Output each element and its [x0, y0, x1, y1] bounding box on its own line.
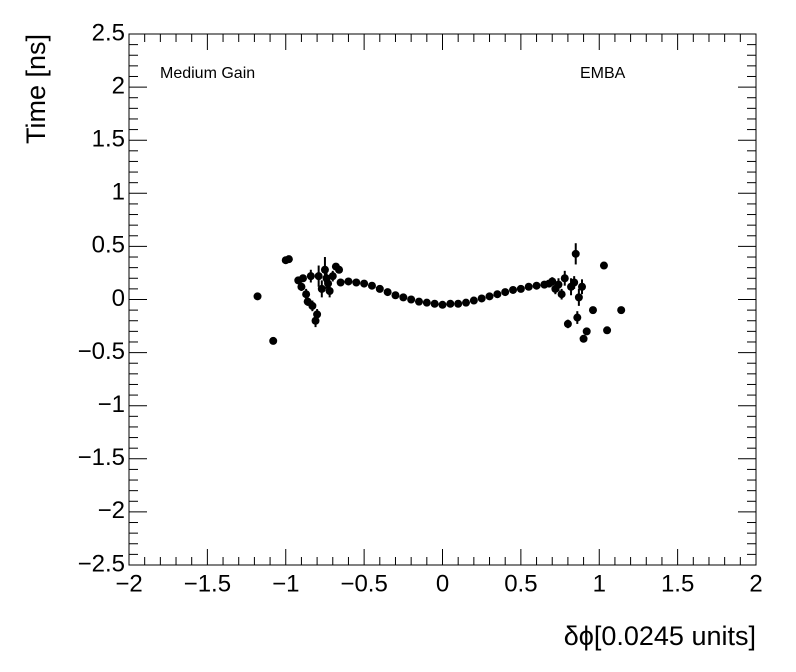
data-point: [560, 274, 569, 283]
data-point: [570, 278, 579, 287]
y-tick-label: −0.5: [78, 338, 125, 365]
data-point: [352, 278, 361, 287]
y-tick-label: −1: [98, 391, 125, 418]
data-point: [317, 284, 326, 293]
data-point: [485, 292, 494, 301]
data-point: [532, 281, 541, 290]
x-tick-label: 0: [436, 570, 449, 597]
data-point: [557, 290, 566, 299]
data-point: [454, 299, 463, 308]
data-point: [360, 279, 369, 288]
y-tick-label: −1.5: [78, 444, 125, 471]
data-point: [407, 295, 416, 304]
data-point: [284, 255, 293, 264]
data-point: [422, 298, 431, 307]
data-point: [375, 284, 384, 293]
x-tick-label: −0.5: [340, 570, 387, 597]
x-tick-label: −1.5: [184, 570, 231, 597]
data-point: [302, 290, 311, 299]
y-tick-label: 2: [112, 72, 125, 99]
data-point: [306, 272, 315, 281]
data-point: [324, 279, 333, 288]
y-tick-label: 0.5: [92, 232, 125, 259]
x-axis-title: δϕ[0.0245 units]: [564, 621, 756, 651]
data-point: [438, 300, 447, 309]
data-point: [462, 298, 471, 307]
data-point: [617, 306, 626, 315]
data-point: [336, 278, 345, 287]
y-tick-label: 0: [112, 285, 125, 312]
data-point: [599, 261, 608, 270]
annotation: Medium Gain: [160, 65, 255, 82]
y-tick-label: −2: [98, 497, 125, 524]
data-point: [554, 280, 563, 289]
data-point: [344, 277, 353, 286]
data-point: [516, 284, 525, 293]
y-tick-label: 1.5: [92, 126, 125, 153]
data-point: [524, 282, 533, 291]
data-point: [399, 293, 408, 302]
data-point: [313, 310, 322, 319]
data-point: [446, 299, 455, 308]
x-tick-label: 0.5: [504, 570, 537, 597]
data-point: [603, 326, 612, 335]
x-tick-label: 1: [593, 570, 606, 597]
x-tick-label: −1: [272, 570, 299, 597]
data-point: [297, 282, 306, 291]
data-point: [571, 249, 580, 258]
data-point: [548, 277, 557, 286]
y-tick-label: −2.5: [78, 550, 125, 577]
data-point: [298, 274, 307, 283]
y-tick-label: 2.5: [92, 19, 125, 46]
data-point: [335, 265, 344, 274]
data-point: [582, 327, 591, 336]
data-point: [563, 319, 572, 328]
data-point: [308, 301, 317, 310]
data-point: [430, 299, 439, 308]
data-point: [578, 282, 587, 291]
data-point: [391, 291, 400, 300]
data-point: [573, 313, 582, 322]
data-point: [477, 294, 486, 303]
y-tick-label: 1: [112, 179, 125, 206]
x-tick-label: −2: [115, 570, 142, 597]
x-tick-label: 2: [749, 570, 762, 597]
annotation: EMBA: [580, 65, 626, 82]
data-point: [383, 288, 392, 297]
data-point: [574, 293, 583, 302]
data-point: [320, 265, 329, 274]
data-point: [325, 287, 334, 296]
data-point: [314, 272, 323, 281]
x-tick-label: 1.5: [661, 570, 694, 597]
plot-frame: [128, 33, 757, 566]
data-point: [501, 288, 510, 297]
data-point: [367, 281, 376, 290]
y-axis-title: Time [ns]: [21, 34, 51, 144]
data-point: [509, 285, 518, 294]
data-point: [414, 297, 423, 306]
data-point: [579, 334, 588, 343]
data-point: [588, 306, 597, 315]
data-point: [269, 336, 278, 345]
data-point: [469, 296, 478, 305]
data-point: [493, 290, 502, 299]
data-point: [253, 292, 262, 301]
data-point: [328, 272, 337, 281]
